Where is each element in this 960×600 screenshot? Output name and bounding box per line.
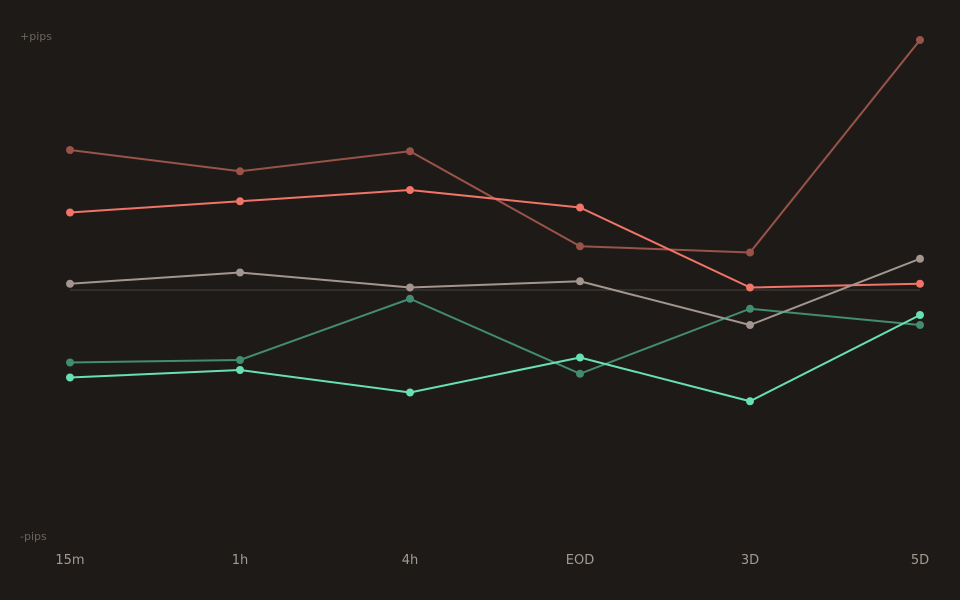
series-2-line: [69, 189, 921, 289]
series-3-point-1h: [236, 268, 244, 277]
series-3-point-15m: [66, 279, 74, 288]
series-4-line: [69, 297, 921, 375]
x-axis-ticks: 15m 1h 4h EOD 3D 5D: [55, 553, 929, 568]
y-axis-top-label: +pips: [20, 30, 52, 43]
x-tick-label: 1h: [232, 553, 249, 568]
series-3-line: [69, 257, 921, 326]
series-1-point-EOD: [576, 242, 584, 251]
series-4-point-4h: [406, 294, 414, 303]
series-3: [66, 254, 924, 329]
x-tick-label: 4h: [402, 553, 419, 568]
series-5: [66, 311, 924, 406]
series-5-point-EOD: [576, 353, 584, 362]
y-axis-bottom-label: -pips: [20, 530, 47, 543]
series-1-point-15m: [66, 146, 74, 154]
series-3-point-5D: [916, 254, 924, 263]
series-3-point-3D: [746, 321, 754, 329]
x-tick-label: 15m: [55, 553, 84, 568]
series-2-point-EOD: [576, 203, 584, 212]
series-1-point-3D: [746, 248, 754, 257]
series-1-point-5D: [916, 36, 924, 44]
series-1-point-4h: [406, 147, 414, 156]
series-3-point-EOD: [576, 277, 584, 286]
series-3-point-4h: [406, 283, 414, 292]
series-2-point-4h: [406, 186, 414, 194]
series-5-line: [69, 314, 921, 403]
series-5-point-3D: [746, 397, 754, 406]
series-5-point-5D: [916, 311, 924, 319]
series-4-point-1h: [236, 356, 244, 364]
series-2-point-1h: [236, 197, 244, 206]
series-5-point-15m: [66, 373, 74, 382]
series-2-point-3D: [746, 283, 754, 292]
x-tick-label: 5D: [911, 553, 929, 568]
series-5-point-4h: [406, 388, 414, 397]
series-2-point-5D: [916, 279, 924, 288]
series-1: [66, 36, 924, 257]
series-5-point-1h: [236, 366, 244, 374]
series-4-point-15m: [66, 358, 74, 367]
series-4-point-3D: [746, 304, 754, 313]
x-tick-label: EOD: [566, 553, 594, 568]
x-tick-label: 3D: [741, 553, 759, 568]
series-1-point-1h: [236, 167, 244, 176]
series-4-point-5D: [916, 321, 924, 329]
series-2-point-15m: [66, 208, 74, 217]
series-4-point-EOD: [576, 369, 584, 378]
series-1-line: [69, 39, 921, 254]
series-4: [66, 294, 924, 378]
series-2: [66, 186, 924, 292]
series-layer: [66, 36, 924, 406]
